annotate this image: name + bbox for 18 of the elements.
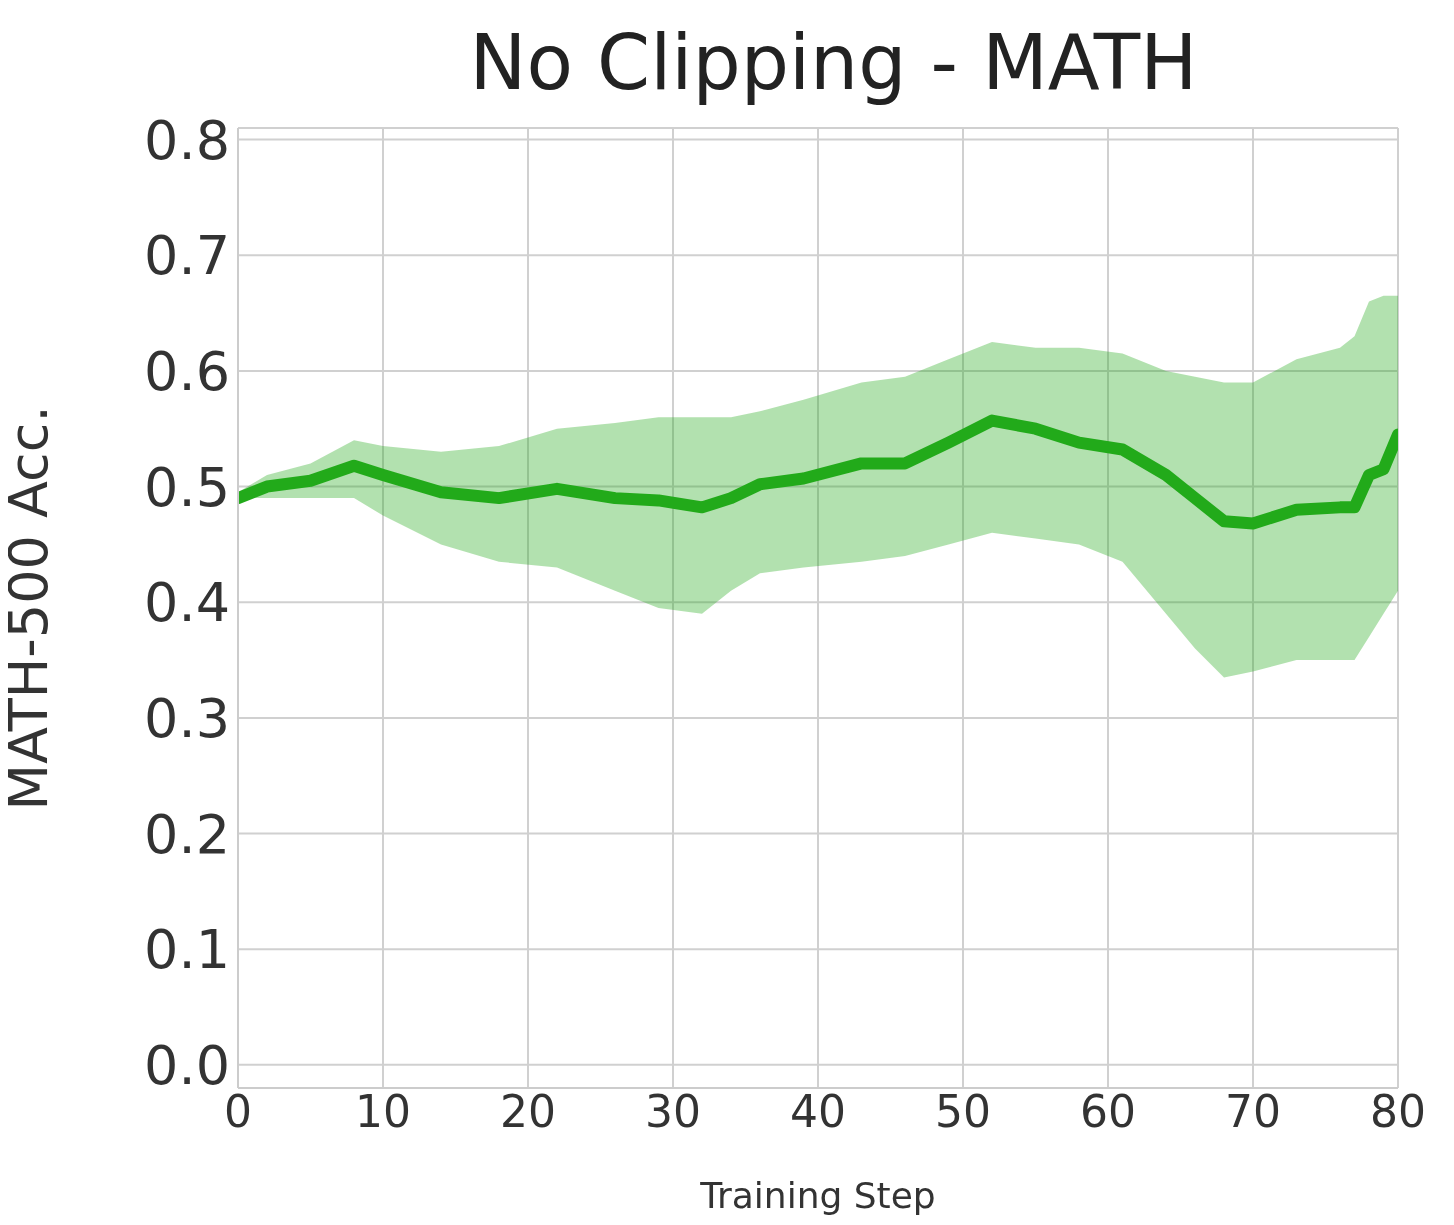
x-axis-title: Training Step xyxy=(699,1175,936,1216)
x-tick-label: 50 xyxy=(935,1086,991,1138)
y-tick-label: 0.2 xyxy=(144,802,230,866)
y-tick-label: 0.1 xyxy=(144,918,230,982)
y-tick-label: 0.8 xyxy=(144,108,230,172)
x-tick-label: 10 xyxy=(355,1086,411,1138)
x-tick-label: 20 xyxy=(500,1086,556,1138)
chart-title: No Clipping - MATH xyxy=(468,17,1199,109)
x-tick-label: 40 xyxy=(790,1086,846,1138)
x-tick-label: 70 xyxy=(1225,1086,1281,1138)
x-tick-label: 30 xyxy=(645,1086,701,1138)
y-tick-label: 0.6 xyxy=(144,340,230,404)
x-tick-label: 60 xyxy=(1080,1086,1136,1138)
x-tick-label: 80 xyxy=(1370,1086,1426,1138)
y-tick-label: 0.3 xyxy=(144,687,230,751)
y-tick-label: 0.7 xyxy=(144,224,230,288)
y-tick-label: 0.4 xyxy=(144,571,230,635)
y-tick-label: 0.5 xyxy=(144,455,230,519)
